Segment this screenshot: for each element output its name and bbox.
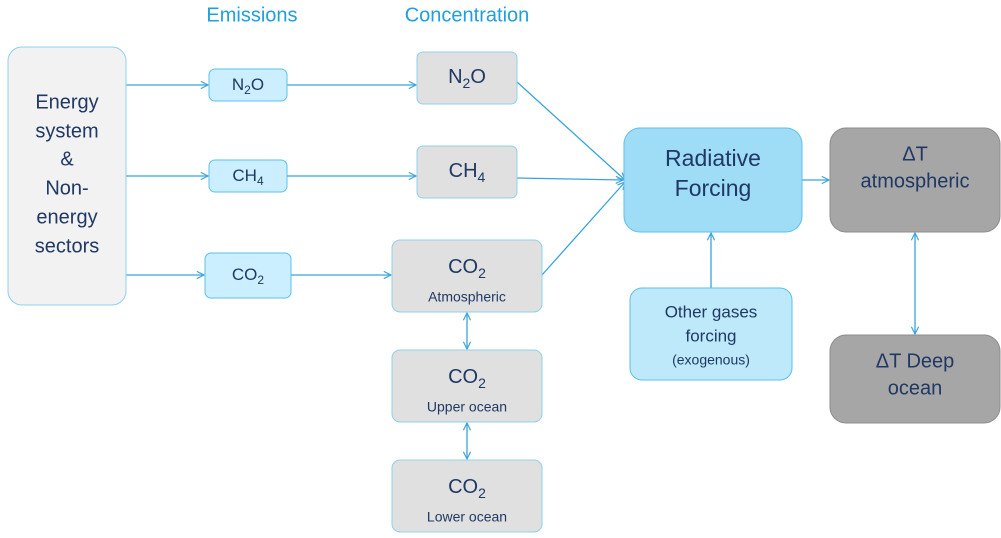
radiative-box (623, 127, 803, 233)
other-gases-text: (exogenous) (672, 352, 750, 368)
other-gases-text: forcing (685, 326, 736, 345)
dt-deep-text: ocean (888, 377, 943, 399)
concentration-note: Upper ocean (427, 399, 507, 415)
concentration-label: N2O (448, 66, 486, 90)
concentration-box (416, 51, 518, 105)
text-part: 2 (478, 485, 486, 501)
other-gases-text: Other gases (665, 302, 758, 321)
text-part: CO (448, 256, 478, 278)
concentration-label: CH4 (449, 160, 486, 184)
source-text: sectors (35, 235, 99, 257)
emission-box (204, 252, 292, 299)
concentration-box (391, 239, 543, 313)
dt-atmospheric-text: ΔT (902, 143, 928, 165)
emission-box (208, 159, 288, 193)
text-part: CH (449, 160, 478, 182)
other-gases-box (629, 287, 793, 381)
arrows (126, 82, 915, 459)
text-part: 2 (244, 83, 251, 97)
concentration-note: Atmospheric (428, 289, 506, 305)
emission-label: CH4 (232, 166, 264, 188)
concentration-label: CO2 (448, 256, 486, 280)
concentration-box (391, 459, 543, 533)
text-part: N (232, 75, 244, 94)
text-part: 2 (478, 265, 486, 281)
radiative-text: Forcing (675, 175, 752, 201)
source-text: energy (36, 206, 97, 228)
text-part: O (470, 66, 486, 88)
concentration-label: CO2 (448, 476, 486, 500)
dt-atmospheric-text: atmospheric (861, 170, 970, 192)
radiative-text: Radiative (665, 145, 761, 171)
emission-box (208, 68, 288, 102)
text-part: CO (448, 476, 478, 498)
concentration-label: CO2 (448, 366, 486, 390)
source-text: Non- (45, 177, 88, 199)
concentration-box (391, 349, 543, 423)
dt-deep-box (829, 334, 1001, 424)
source-text: system (35, 120, 98, 142)
emission-label: N2O (232, 75, 264, 97)
emission-label: CO2 (232, 265, 265, 287)
dt-atmospheric-box (829, 127, 1001, 233)
text-part: 4 (478, 169, 486, 185)
text-part: 2 (463, 75, 471, 91)
text-part: 2 (478, 375, 486, 391)
text-part: CO (448, 366, 478, 388)
source-box (7, 46, 127, 306)
header: Emissions (206, 4, 297, 26)
text-part: O (251, 75, 264, 94)
text-part: 2 (257, 273, 264, 287)
concentration-note: Lower ocean (427, 509, 507, 525)
concentration-box (416, 145, 518, 199)
text-part: 4 (257, 174, 264, 188)
text-part: CH (232, 166, 257, 185)
text-part: N (448, 66, 462, 88)
header: Concentration (405, 4, 530, 26)
dt-deep-text: ΔT Deep (876, 350, 955, 372)
source-text: & (60, 148, 74, 170)
source-text: Energy (35, 91, 98, 113)
text-part: CO (232, 265, 258, 284)
